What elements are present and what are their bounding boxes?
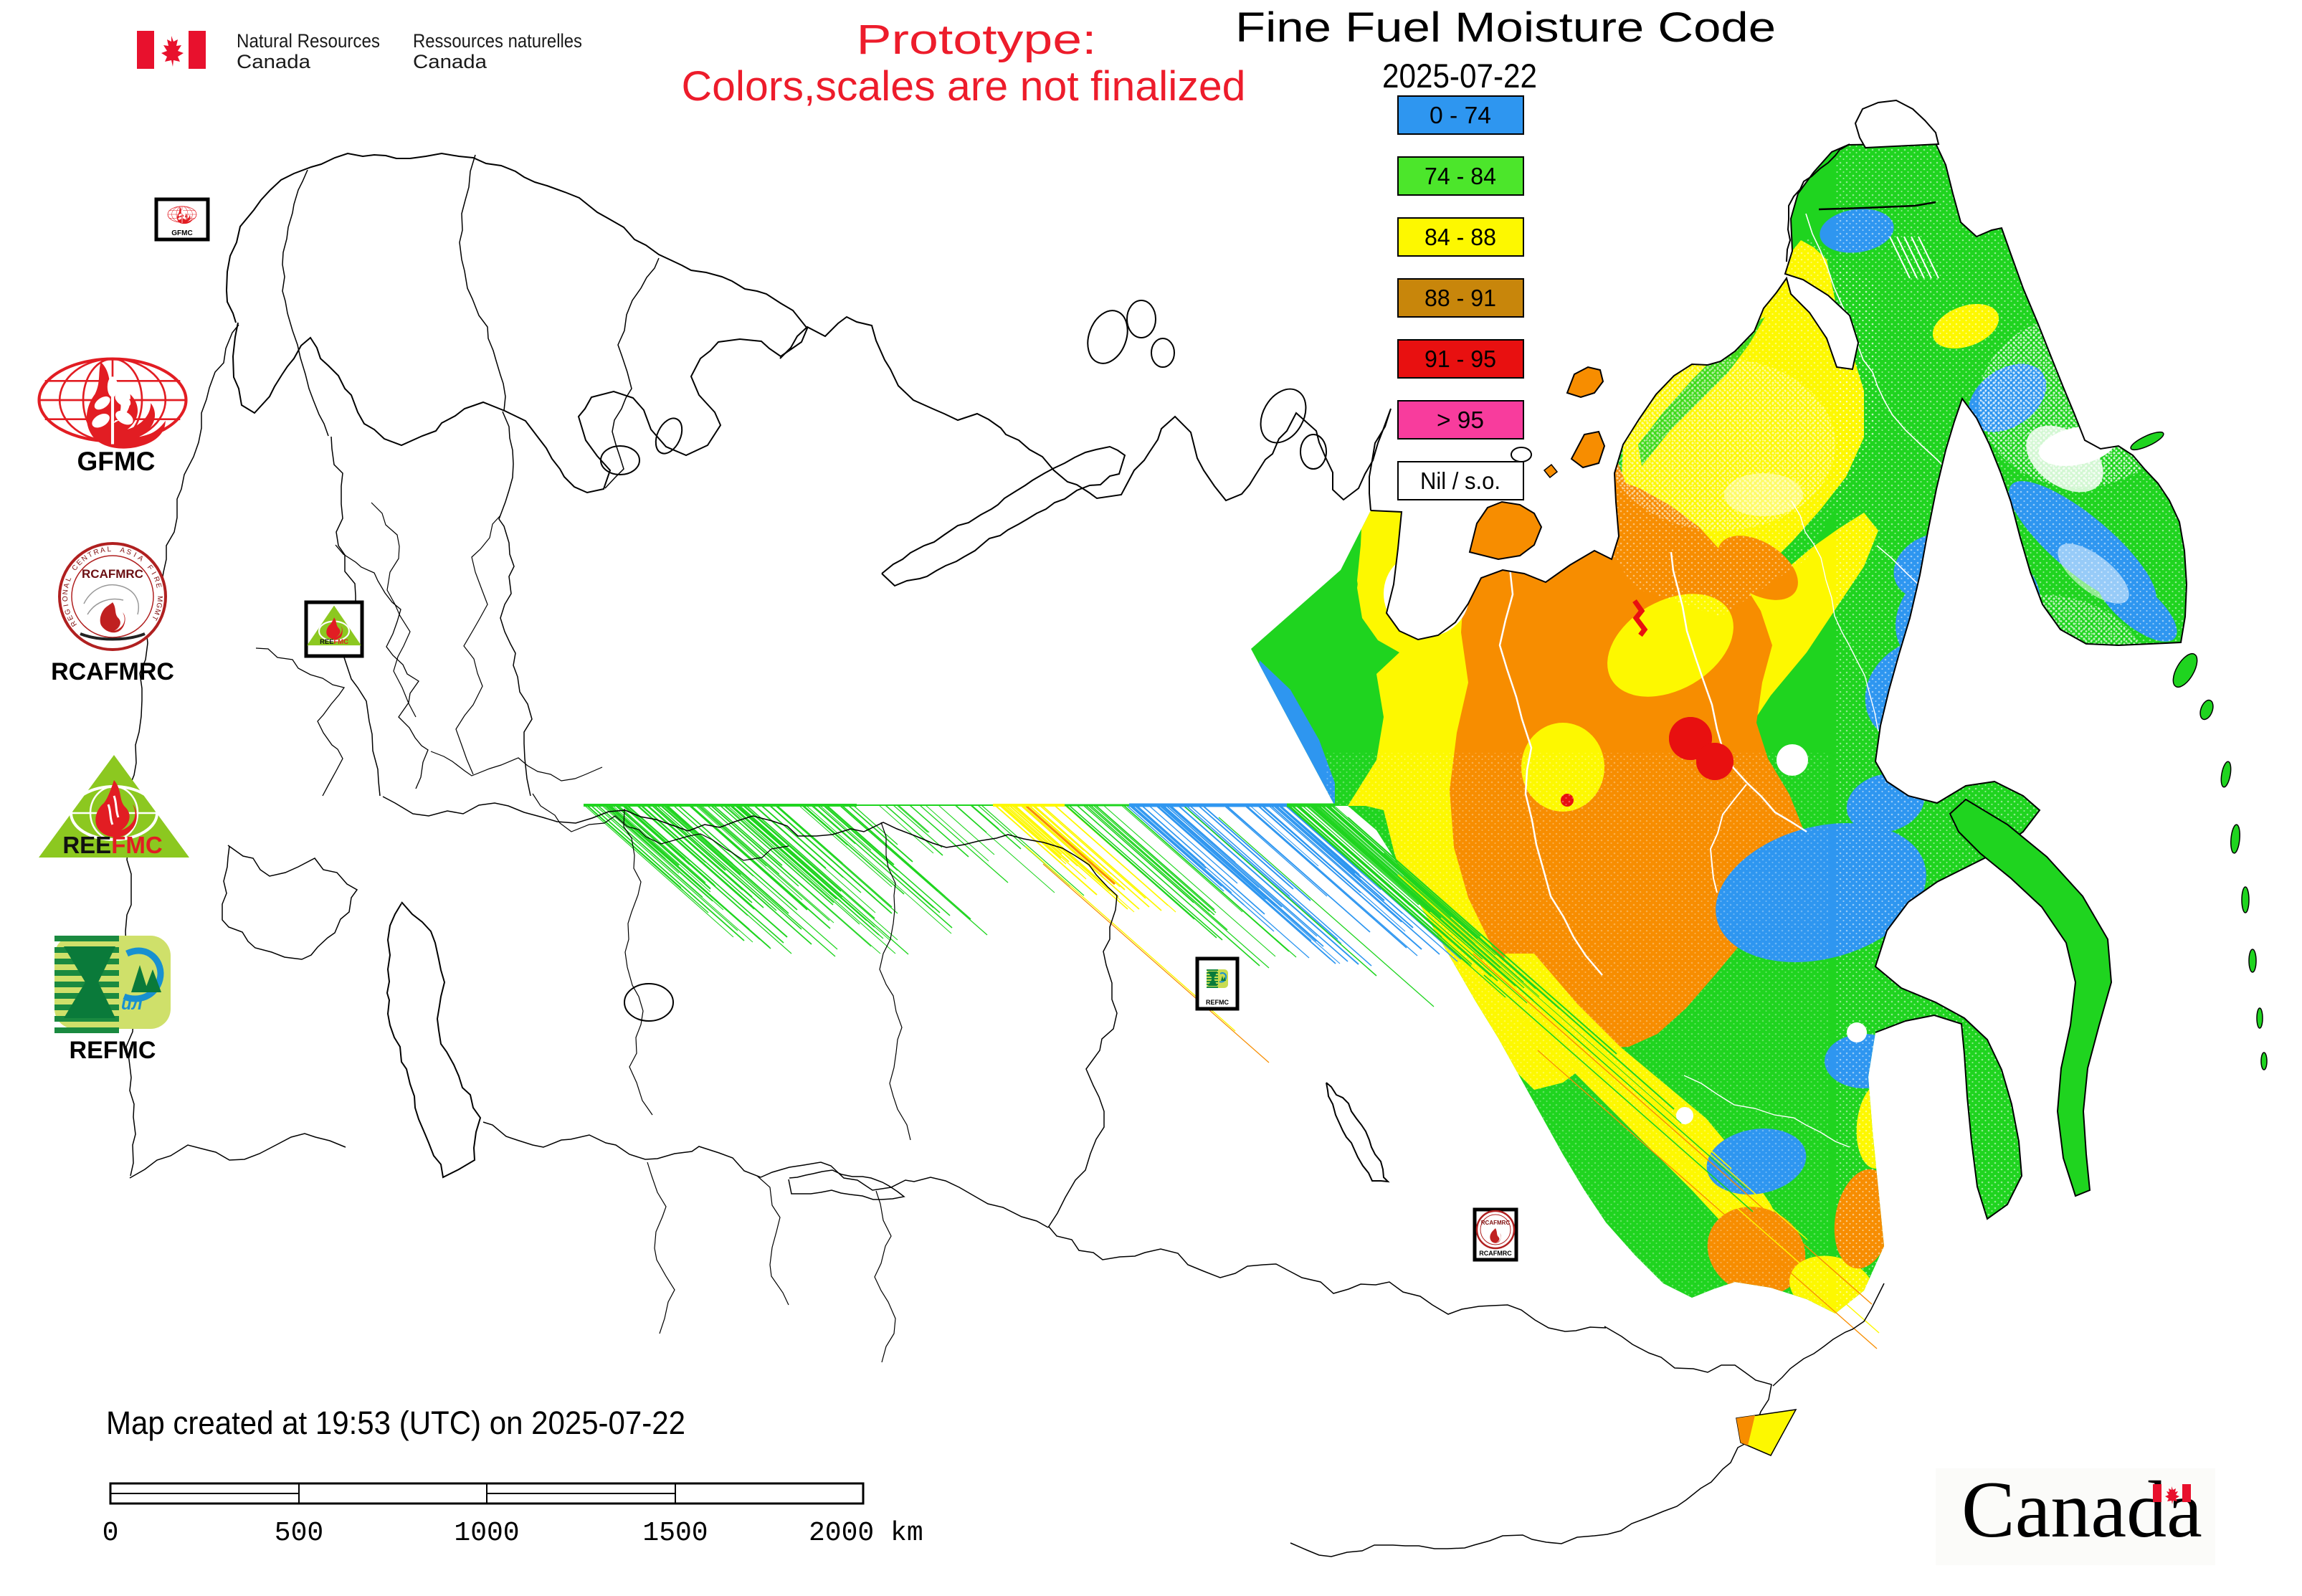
svg-text:REEFMC: REEFMC [320, 638, 348, 646]
svg-text:G: G [63, 608, 72, 616]
svg-text:A: A [119, 546, 125, 555]
svg-text:I: I [62, 604, 70, 607]
svg-text:M: M [152, 607, 161, 615]
svg-text:Canada: Canada [413, 51, 487, 72]
svg-text:R: R [152, 576, 161, 584]
svg-text:G: G [154, 602, 163, 609]
svg-text:1500: 1500 [642, 1518, 708, 1549]
svg-text:L: L [107, 546, 112, 554]
svg-text:T: T [150, 614, 159, 621]
svg-text:1000: 1000 [454, 1518, 519, 1549]
svg-text:A: A [62, 582, 71, 589]
svg-text:R: R [92, 548, 100, 557]
svg-text:> 95: > 95 [1437, 407, 1484, 433]
svg-text:RCAFMRC: RCAFMRC [51, 658, 174, 685]
svg-text:E: E [154, 582, 163, 589]
svg-text:0 - 74: 0 - 74 [1430, 102, 1491, 128]
svg-text:ил: ил [121, 994, 143, 1014]
svg-text:74 - 84: 74 - 84 [1425, 163, 1496, 189]
svg-text:N: N [62, 589, 70, 595]
svg-text:Fine Fuel Moisture Code: Fine Fuel Moisture Code [1235, 4, 1776, 51]
svg-text:T: T [87, 551, 95, 560]
svg-text:Canada: Canada [237, 51, 311, 72]
svg-text:F: F [146, 564, 154, 572]
svg-text:RCAFMRC: RCAFMRC [82, 567, 143, 581]
svg-text:M: M [156, 596, 163, 602]
svg-text:E: E [66, 614, 75, 622]
svg-text:REFMC: REFMC [70, 1037, 156, 1064]
svg-text:RCAFMRC: RCAFMRC [1481, 1220, 1511, 1226]
svg-text:I: I [150, 571, 158, 576]
svg-text:2000 km: 2000 km [809, 1518, 923, 1549]
svg-text:Prototype:: Prototype: [857, 16, 1097, 63]
svg-text:O: O [62, 596, 70, 602]
svg-text:REEFMC: REEFMC [62, 832, 162, 858]
svg-text:Colors,scales are not finalize: Colors,scales are not finalized [682, 63, 1246, 110]
svg-text:88 - 91: 88 - 91 [1425, 285, 1496, 311]
svg-text:Nil / s.o.: Nil / s.o. [1420, 467, 1500, 494]
svg-text:Canada: Canada [1961, 1466, 2202, 1554]
svg-text:84 - 88: 84 - 88 [1425, 224, 1496, 250]
svg-text:I: I [132, 551, 138, 559]
svg-text:RCAFMRC: RCAFMRC [1479, 1250, 1512, 1257]
svg-text:REFMC: REFMC [1206, 999, 1229, 1006]
svg-text:L: L [65, 576, 73, 583]
svg-text:S: S [125, 548, 133, 557]
svg-text:91 - 95: 91 - 95 [1425, 346, 1496, 372]
svg-text:Natural Resources: Natural Resources [237, 30, 380, 52]
svg-text:2025-07-22: 2025-07-22 [1382, 57, 1537, 95]
svg-text:GFMC: GFMC [77, 447, 156, 476]
svg-text:Ressources naturelles: Ressources naturelles [413, 30, 582, 52]
svg-text:500: 500 [275, 1518, 323, 1549]
svg-text:GFMC: GFMC [171, 229, 192, 237]
svg-text:Map created at 19:53 (UTC) on: Map created at 19:53 (UTC) on 2025-07-22 [106, 1405, 685, 1441]
svg-text:0: 0 [103, 1518, 119, 1549]
svg-text:A: A [100, 546, 106, 555]
